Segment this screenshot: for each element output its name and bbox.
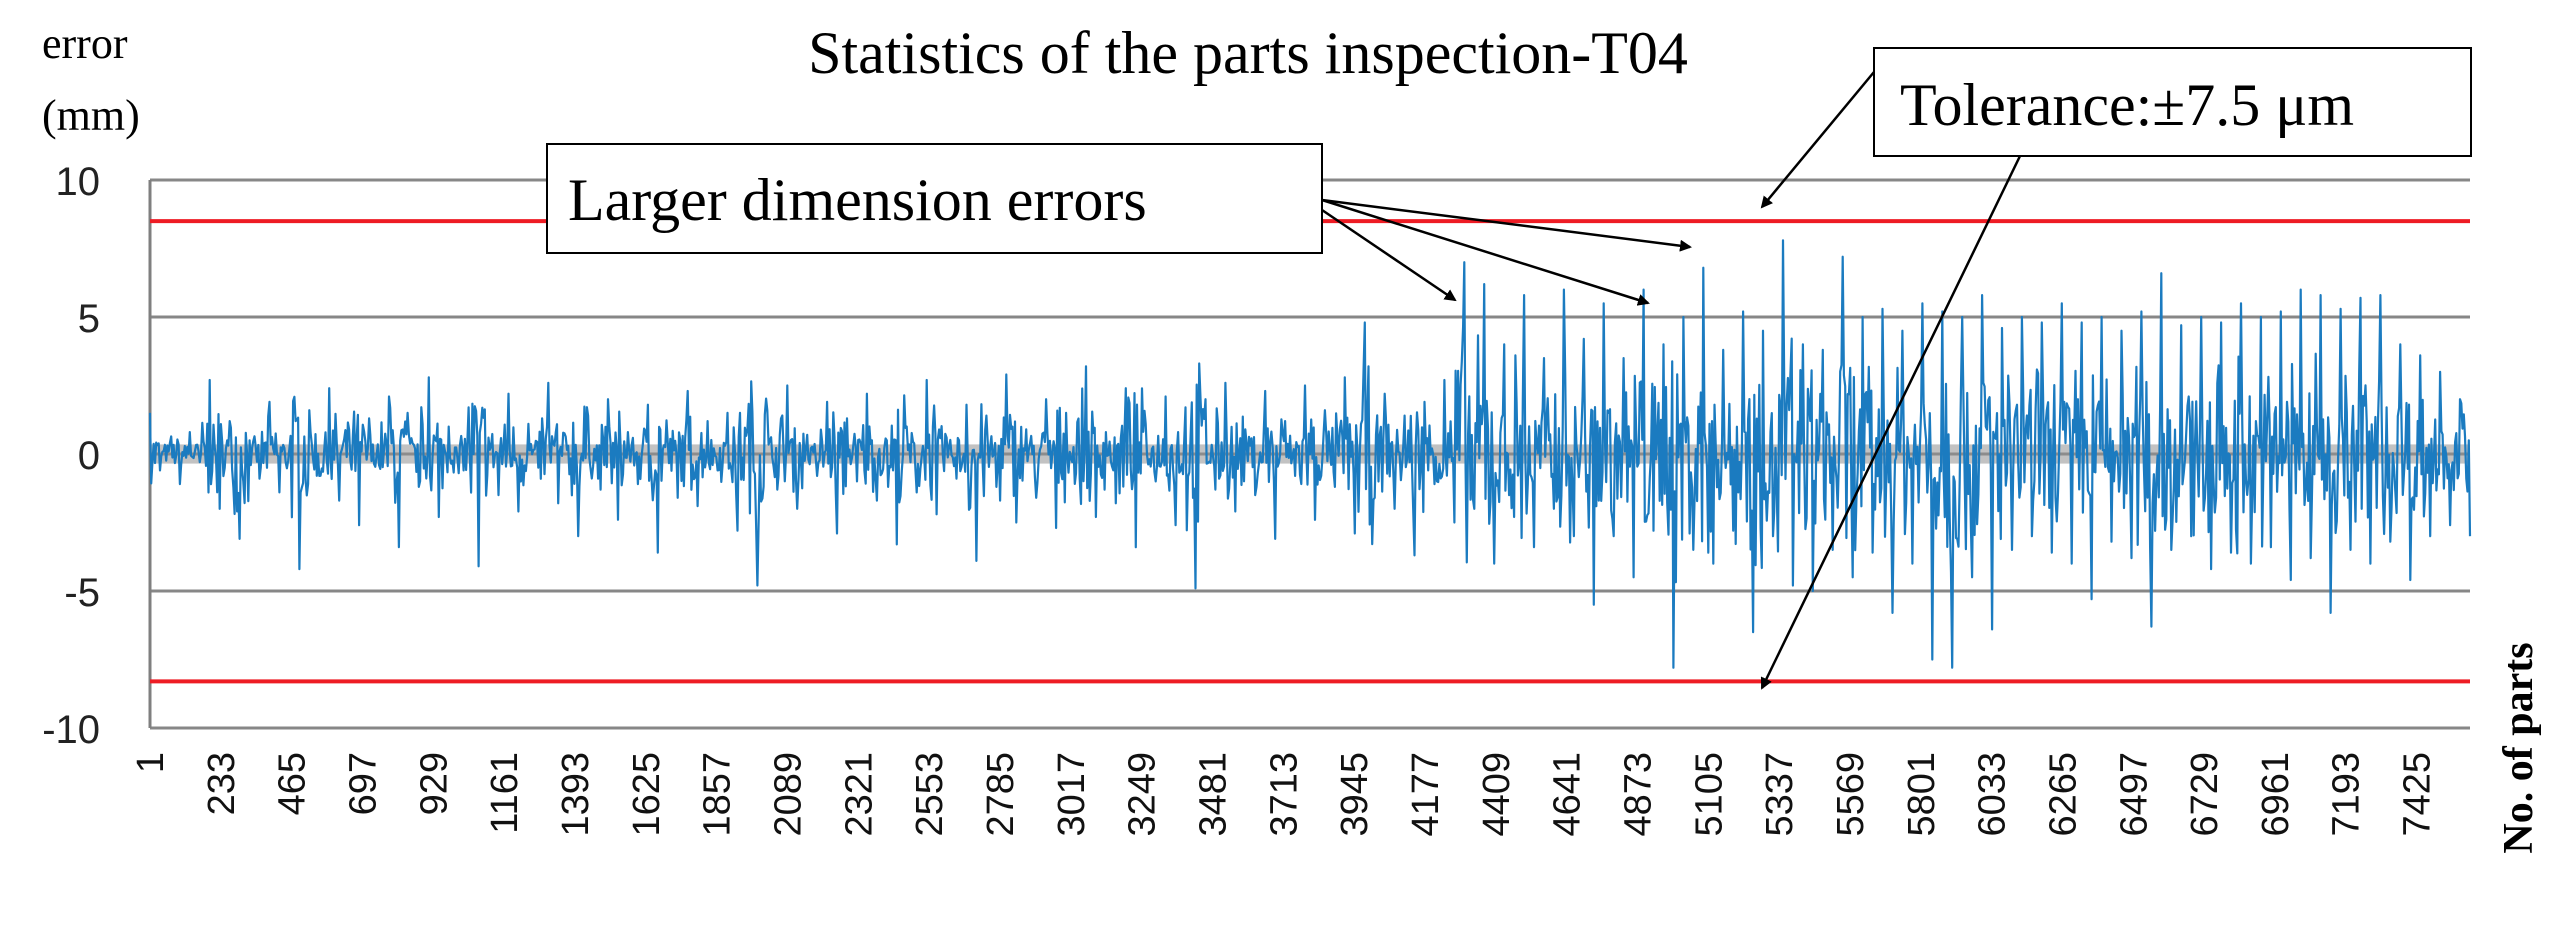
x-tick-label-18: 4177	[1405, 752, 1447, 837]
series-layer	[148, 239, 2472, 669]
x-tick-label-16: 3713	[1263, 752, 1305, 837]
arrow-to-peak-5105	[1321, 198, 1692, 252]
x-tick-label-31: 7193	[2326, 752, 2368, 837]
arrow-to-lower-limit	[1760, 155, 2022, 690]
y-axis-label-line2: (mm)	[42, 91, 140, 140]
arrow-to-upper-limit	[1760, 71, 1875, 209]
x-tick-label-2: 465	[272, 752, 314, 815]
x-tick-label-13: 3017	[1051, 752, 1093, 837]
annotation-tolerance-text: Tolerance:±7.5 μm	[1900, 72, 2354, 138]
annotation-box-tolerance	[1873, 47, 2472, 157]
x-tick-label-25: 5801	[1901, 752, 1943, 837]
x-tick-label-20: 4641	[1547, 752, 1589, 837]
x-tick-labels: 1 233 465 697 929 1161 1393 1625 1857 2089 2321 255…	[130, 752, 2439, 837]
x-tick-label-5: 1161	[484, 752, 526, 834]
x-tick-label-32: 7425	[2397, 752, 2439, 837]
annotation-box-larger-errors	[546, 143, 1323, 254]
annotation-arrows	[1321, 71, 2022, 690]
y-tick-label-3: -5	[64, 571, 100, 615]
x-tick-label-7: 1625	[626, 752, 668, 837]
x-tick-label-1: 233	[201, 752, 243, 815]
y-tick-label-4: -10	[42, 708, 100, 752]
x-tick-label-26: 6033	[1972, 752, 2014, 837]
y-tick-label-1: 5	[78, 297, 100, 341]
x-tick-label-9: 2089	[767, 752, 809, 837]
y-axis-label-line1: error	[42, 19, 128, 68]
x-tick-label-17: 3945	[1334, 752, 1376, 837]
x-tick-label-28: 6497	[2113, 752, 2155, 837]
x-tick-label-6: 1393	[555, 752, 597, 837]
series-line	[148, 239, 2472, 669]
chart-title: Statistics of the parts inspection-T04	[808, 20, 1688, 86]
x-tick-label-8: 1857	[697, 752, 739, 837]
x-tick-label-22: 5105	[1688, 752, 1730, 837]
x-tick-label-27: 6265	[2042, 752, 2084, 837]
x-tick-label-29: 6729	[2184, 752, 2226, 837]
x-tick-label-12: 2785	[980, 752, 1022, 837]
x-tick-label-19: 4409	[1476, 752, 1518, 837]
y-tick-labels: 10 5 0 -5 -10	[42, 160, 100, 752]
x-tick-label-4: 929	[413, 752, 455, 815]
y-tick-label-2: 0	[78, 434, 100, 478]
x-tick-label-23: 5337	[1759, 752, 1801, 837]
x-tick-label-15: 3481	[1192, 752, 1234, 837]
x-tick-label-0: 1	[130, 752, 172, 773]
x-tick-label-3: 697	[342, 752, 384, 815]
x-tick-label-14: 3249	[1122, 752, 1164, 837]
x-axis-label: No. of parts	[2496, 642, 2542, 853]
arrow-to-peak-4409	[1321, 208, 1457, 302]
annotation-layer: Larger dimension errors Tolerance:±7.5 μ…	[546, 47, 2472, 690]
arrow-to-peak-4900	[1321, 198, 1650, 306]
x-tick-label-24: 5569	[1830, 752, 1872, 837]
annotation-larger-errors-text: Larger dimension errors	[568, 167, 1147, 233]
x-tick-label-10: 2321	[838, 752, 880, 837]
x-tick-label-21: 4873	[1617, 752, 1659, 837]
y-tick-label-0: 10	[56, 160, 101, 204]
x-tick-label-11: 2553	[909, 752, 951, 837]
x-tick-label-30: 6961	[2255, 752, 2297, 837]
